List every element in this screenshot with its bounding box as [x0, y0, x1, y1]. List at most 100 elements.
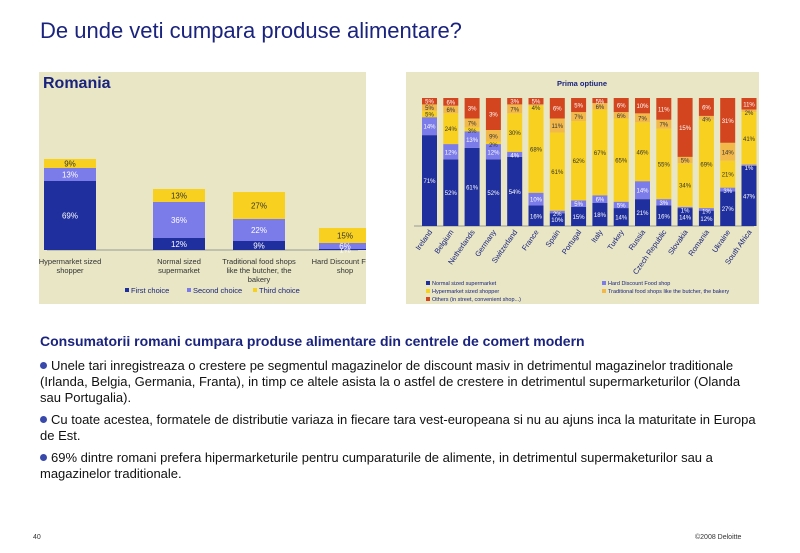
data-label: 5% [681, 159, 690, 165]
category-label: France [520, 228, 541, 252]
bar-segment [698, 210, 714, 226]
legend-swatch [253, 288, 257, 292]
bar-segment [549, 118, 565, 133]
countries-stacked-bar-chart: Prima optiune71%14%5%5%5%Ireland52%12%24… [414, 79, 757, 303]
legend-label: Traditional food shops like the butcher,… [608, 289, 729, 295]
bar-segment [613, 98, 629, 113]
bar-segment [464, 118, 480, 128]
data-label: 5% [617, 203, 626, 209]
data-label: 10% [551, 218, 564, 224]
bar-segment [720, 142, 736, 161]
data-label: 3% [468, 107, 477, 113]
data-label: 12% [487, 150, 500, 156]
data-label: 9% [489, 134, 498, 140]
legend-label: Others (in street, convenient shop...) [432, 297, 521, 303]
data-label: 3% [659, 201, 668, 207]
bar-segment [698, 98, 714, 116]
bar-segment [528, 205, 544, 226]
data-label: 6% [617, 104, 626, 110]
data-label: 12% [700, 217, 713, 223]
bar-segment [592, 195, 608, 203]
bar-segment [507, 113, 523, 152]
category-label: Portugal [560, 228, 584, 256]
data-label: 54% [509, 190, 522, 196]
data-label: 4% [510, 153, 519, 159]
category-label: Ireland [414, 228, 435, 252]
bar-segment [592, 103, 608, 110]
data-label: 4% [532, 106, 541, 112]
data-label: 7% [659, 123, 668, 129]
data-label: 14% [615, 216, 628, 222]
bar-segment [44, 168, 96, 181]
category-label: Italy [589, 228, 604, 245]
bar-segment [443, 113, 459, 145]
page-title: De unde veti cumpara produse alimentare? [40, 18, 462, 43]
legend-label: Second choice [193, 286, 242, 295]
data-label: 6% [596, 105, 605, 111]
bar-segment [656, 98, 672, 120]
data-label: 34% [679, 184, 692, 190]
data-label: 3% [723, 189, 732, 195]
data-label: 2% [553, 212, 562, 218]
data-label: 13% [62, 171, 78, 180]
bar-segment [613, 112, 629, 119]
data-label: 67% [594, 151, 607, 157]
data-label: 2% [745, 111, 754, 117]
bar-segment [720, 160, 736, 188]
bullet-dot-icon [40, 454, 47, 461]
legend-swatch [426, 297, 430, 301]
bar-segment [549, 98, 565, 119]
bullet-dot-icon [40, 362, 47, 369]
countries-chart-panel: Prima optiune 71% 14% 5% 5% 5% Ireland 52% 12% 24… [406, 72, 759, 304]
bar-segment [422, 135, 437, 226]
legend-swatch [602, 289, 606, 293]
data-label: 65% [615, 159, 628, 165]
data-label: 1% [745, 166, 754, 172]
data-label: 6% [446, 108, 455, 114]
legend-swatch [187, 288, 191, 292]
data-label: 11% [658, 107, 670, 113]
bar-segment [443, 98, 459, 106]
bar-segment [677, 156, 693, 164]
bar-segment [571, 112, 587, 122]
data-label: 5% [425, 106, 434, 112]
bullet-text: Unele tari inregistreaza o crestere pe s… [40, 358, 741, 405]
bar-segment [443, 159, 459, 226]
data-label: 69% [62, 212, 78, 221]
data-label: 14% [722, 150, 735, 156]
data-label: 6% [617, 114, 626, 120]
bar-segment [233, 219, 285, 241]
bar-segment [443, 105, 459, 114]
data-label: 61% [551, 170, 564, 176]
bar-segment [613, 208, 629, 226]
category-label: Romania [686, 227, 711, 257]
bullet-item: 69% dintre romani prefera hipermarketuri… [40, 450, 760, 482]
category-label: Normal sized supermarket [157, 257, 201, 275]
data-label: 5% [596, 100, 605, 106]
bullet-text: 69% dintre romani prefera hipermarketuri… [40, 450, 713, 481]
data-label: 16% [658, 214, 671, 220]
data-label: 69% [700, 162, 713, 168]
bar-segment [741, 112, 757, 165]
data-label: 6% [702, 105, 711, 111]
data-label: 22% [251, 226, 267, 235]
bullet-item: Unele tari inregistreaza o crestere pe s… [40, 358, 760, 406]
data-label: 41% [743, 137, 756, 143]
bar-segment [464, 131, 480, 148]
legend-label: Hard Discount Food shop [608, 281, 670, 287]
bar-segment [592, 202, 608, 226]
bar-segment [635, 98, 650, 114]
bar-segment [741, 98, 757, 110]
copyright: ©2008 Deloitte [695, 534, 742, 541]
bar-segment [422, 104, 437, 111]
bar-segment [741, 109, 757, 113]
bar-segment [319, 249, 366, 250]
category-label: Traditional food shops like the butcher, … [222, 257, 296, 284]
bar-segment [698, 115, 714, 120]
category-label: Hypermarket sized shopper [39, 257, 101, 275]
data-label: 9% [64, 160, 76, 169]
bar-segment [549, 132, 565, 211]
data-label: 68% [530, 148, 543, 154]
bar-segment [528, 192, 544, 206]
bar-segment [507, 151, 523, 157]
